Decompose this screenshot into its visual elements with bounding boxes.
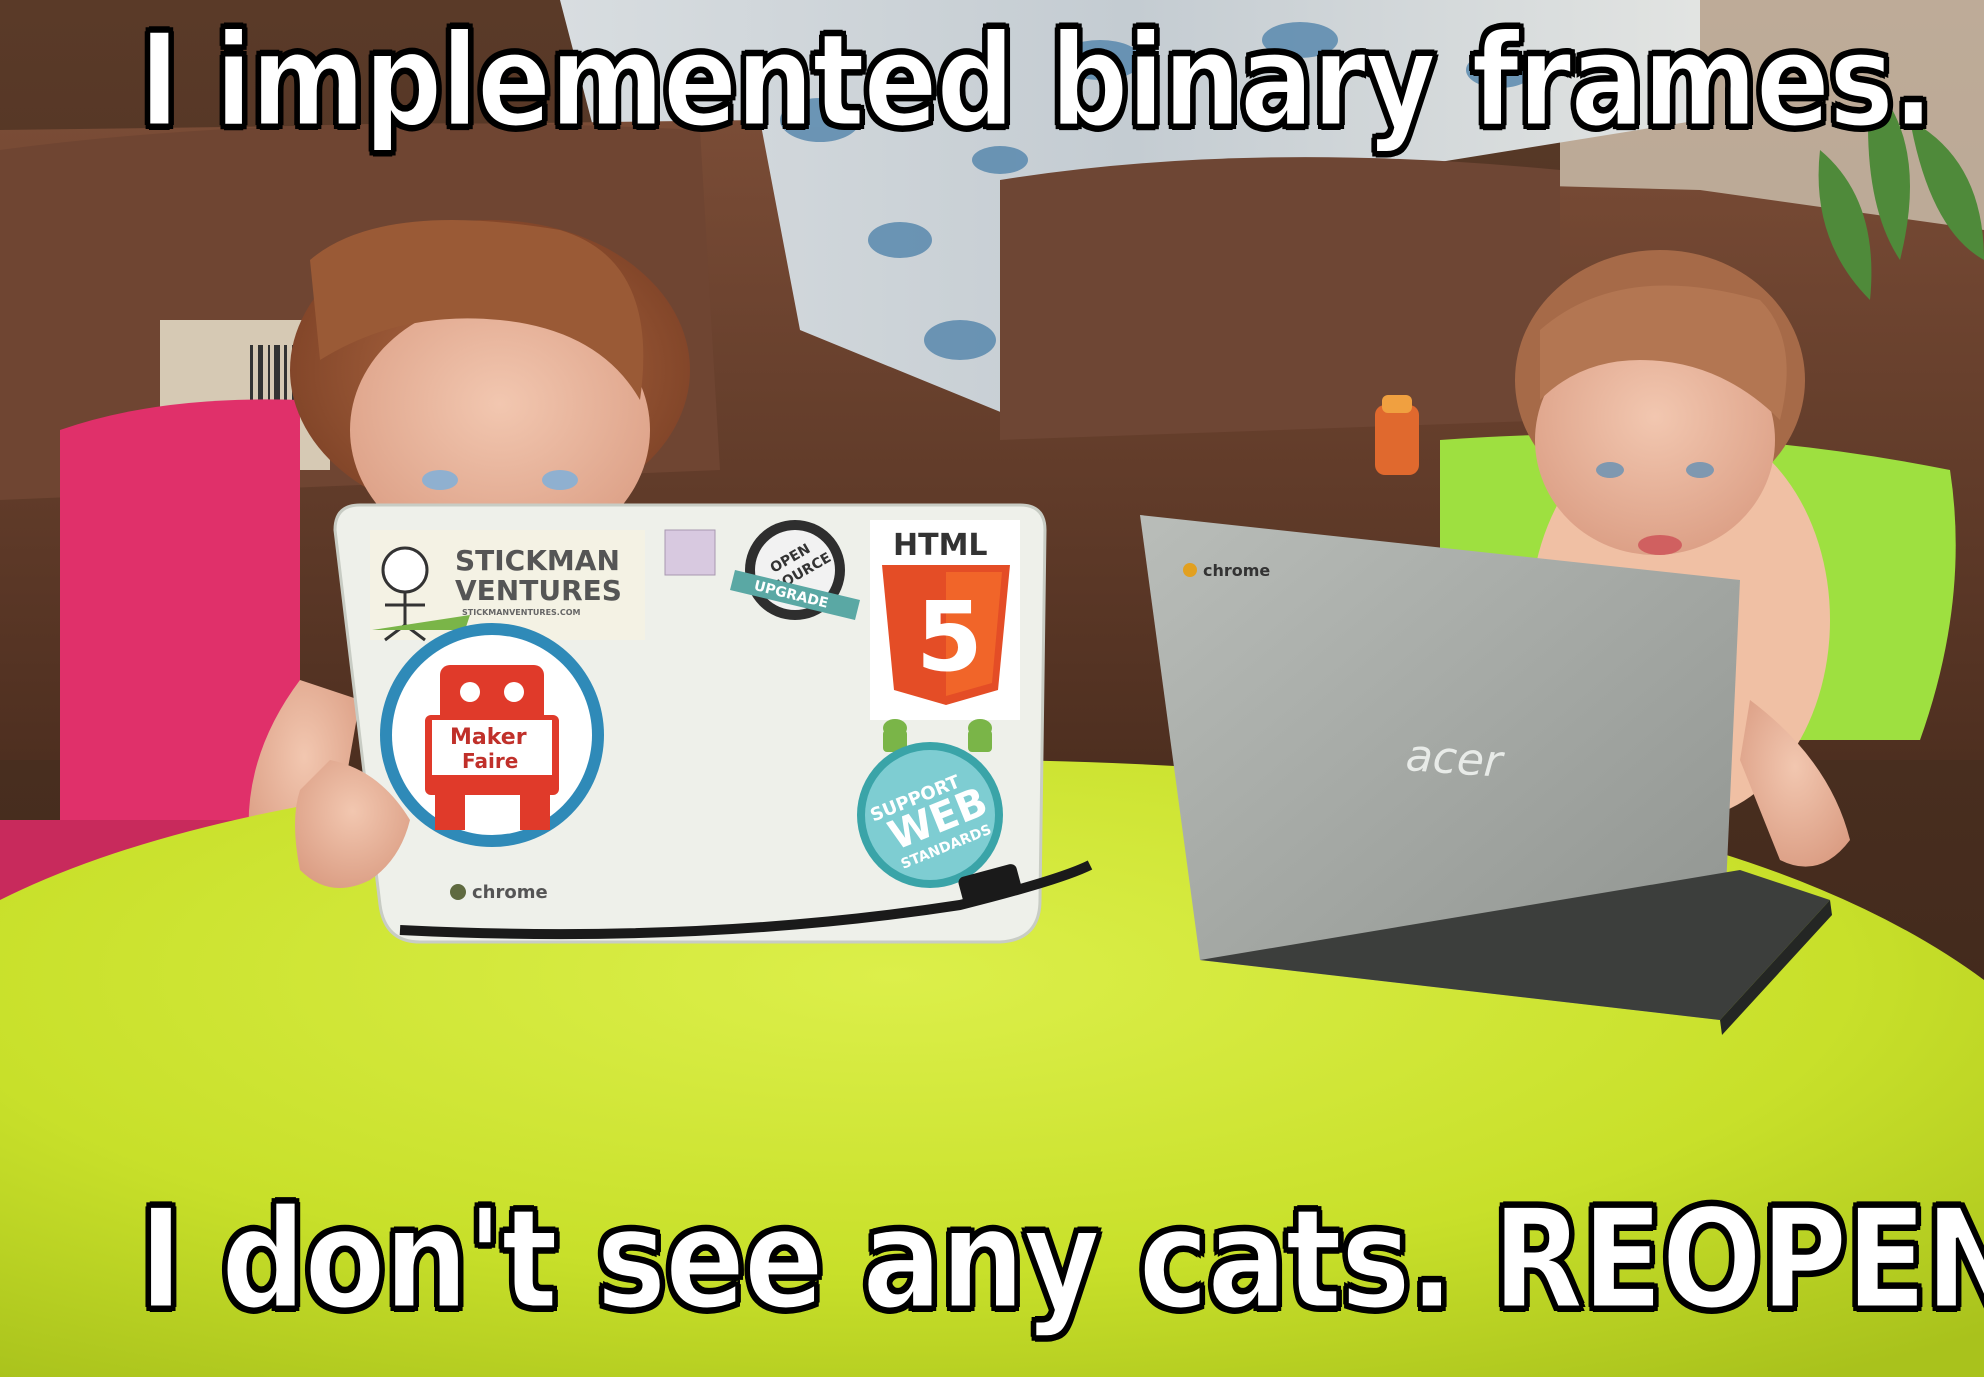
maker-faire-line1: Maker	[450, 725, 527, 750]
stickman-line2: VENTURES	[455, 574, 622, 607]
html5-sticker: HTML 5	[870, 520, 1020, 720]
html5-label: HTML	[893, 528, 988, 563]
left-chair	[60, 399, 300, 930]
left-child	[248, 220, 690, 873]
sippy-cup	[1375, 405, 1419, 475]
house-plant	[1818, 80, 1984, 300]
maker-faire-line2: Faire	[462, 749, 518, 773]
open-source-sticker: OPEN SOURCE UPGRADE	[730, 520, 860, 620]
stickman-line1: STICKMAN	[455, 544, 620, 577]
android-sticker-icon	[883, 719, 992, 752]
acer-logo: acer	[1404, 730, 1507, 788]
right-laptop-chrome-label: chrome	[1203, 561, 1270, 580]
power-adapter	[958, 864, 1022, 906]
left-laptop: STICKMAN VENTURES STICKMANVENTURES.COM O…	[333, 503, 1047, 944]
small-sticker	[664, 529, 716, 576]
couch-cushion-right	[1000, 157, 1560, 440]
stickman-ventures-sticker: STICKMAN VENTURES STICKMANVENTURES.COM	[370, 530, 645, 642]
chrome-logo-icon	[450, 884, 466, 900]
stickman-url: STICKMANVENTURES.COM	[462, 608, 581, 617]
meme-bottom-caption: I don't see any cats. REOPEN.	[138, 1178, 1984, 1342]
right-laptop: chrome acer	[1140, 515, 1832, 1035]
html5-number: 5	[916, 581, 983, 693]
left-laptop-chrome-label: chrome	[472, 882, 548, 903]
maker-faire-sticker: Maker Faire	[380, 623, 604, 847]
left-child-hand	[295, 760, 410, 888]
support-web-standards-sticker: SUPPORT WEB STANDARDS	[857, 742, 1003, 888]
power-cable	[399, 860, 1093, 940]
meme-top-caption: I implemented binary frames.	[138, 6, 1936, 158]
